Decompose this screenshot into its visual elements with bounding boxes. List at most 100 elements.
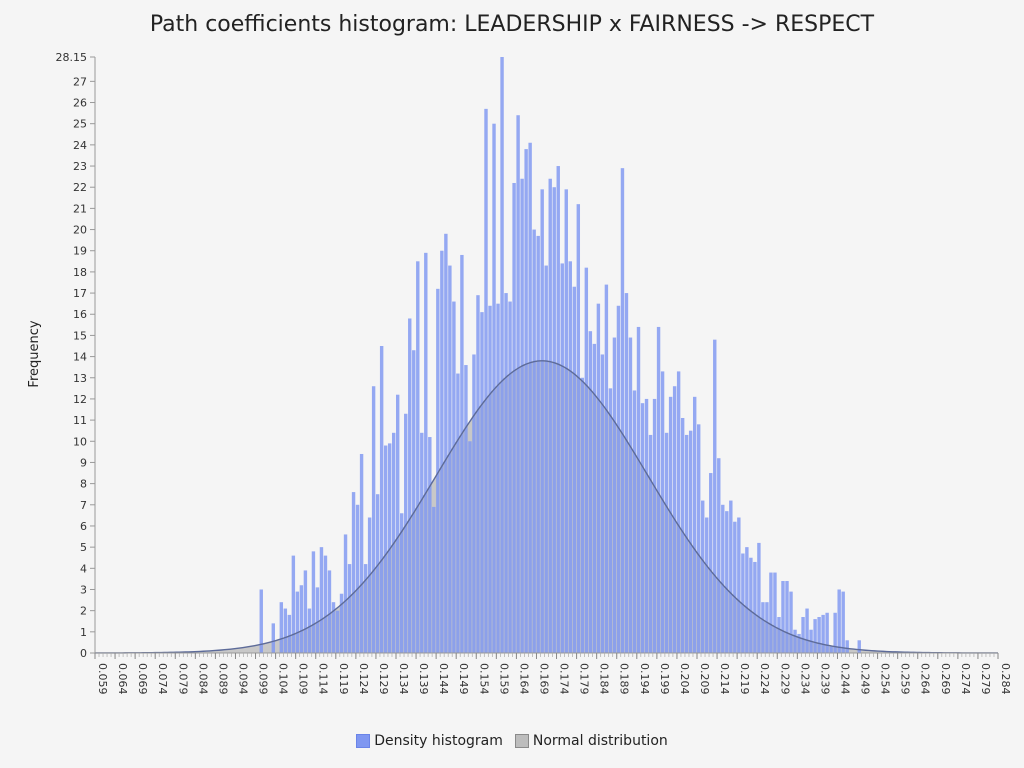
histogram-bar[interactable]: [287, 614, 292, 653]
histogram-bar[interactable]: [295, 591, 300, 653]
histogram-bar[interactable]: [660, 371, 665, 653]
histogram-bar[interactable]: [761, 602, 765, 653]
histogram-bar[interactable]: [737, 517, 741, 654]
histogram-bar[interactable]: [676, 371, 681, 653]
histogram-bar[interactable]: [568, 261, 572, 653]
histogram-bar[interactable]: [480, 312, 484, 653]
histogram-bar[interactable]: [733, 521, 737, 653]
histogram-bar[interactable]: [785, 581, 789, 653]
histogram-bar[interactable]: [588, 331, 593, 653]
histogram-bar[interactable]: [721, 504, 725, 653]
histogram-bar[interactable]: [857, 640, 861, 653]
histogram-bar[interactable]: [416, 261, 420, 653]
histogram-bar[interactable]: [508, 301, 512, 653]
histogram-bar[interactable]: [564, 189, 568, 653]
histogram-bar[interactable]: [504, 293, 508, 653]
legend-item-density[interactable]: Density histogram: [356, 733, 503, 749]
histogram-bar[interactable]: [668, 396, 673, 653]
histogram-bar[interactable]: [821, 614, 825, 653]
histogram-bar[interactable]: [652, 398, 657, 653]
histogram-bar[interactable]: [684, 434, 689, 653]
histogram-bar[interactable]: [331, 602, 336, 653]
histogram-bar[interactable]: [656, 326, 661, 653]
histogram-bar[interactable]: [765, 602, 769, 653]
histogram-bar[interactable]: [680, 417, 685, 653]
histogram-bar[interactable]: [644, 398, 649, 653]
histogram-bar[interactable]: [476, 295, 480, 653]
histogram-bar[interactable]: [315, 587, 320, 653]
histogram-bar[interactable]: [632, 390, 637, 653]
histogram-bar[interactable]: [753, 561, 757, 653]
histogram-bar[interactable]: [311, 551, 316, 653]
histogram-bar[interactable]: [367, 517, 372, 654]
histogram-bar[interactable]: [307, 608, 312, 653]
histogram-bar[interactable]: [524, 149, 528, 653]
histogram-bar[interactable]: [303, 570, 308, 653]
histogram-bar[interactable]: [540, 189, 544, 653]
histogram-bar[interactable]: [544, 265, 548, 653]
histogram-bar[interactable]: [741, 553, 745, 653]
histogram-bar[interactable]: [339, 593, 344, 653]
histogram-bar[interactable]: [436, 288, 440, 653]
histogram-bar[interactable]: [472, 354, 476, 653]
histogram-bar[interactable]: [628, 337, 633, 653]
histogram-bar[interactable]: [520, 178, 524, 654]
histogram-bar[interactable]: [801, 617, 805, 653]
histogram-bar[interactable]: [580, 377, 585, 653]
histogram-bar[interactable]: [837, 589, 841, 653]
histogram-bar[interactable]: [556, 166, 560, 654]
histogram-bar[interactable]: [664, 432, 669, 653]
histogram-bar[interactable]: [757, 542, 761, 653]
histogram-bar[interactable]: [460, 254, 464, 653]
histogram-bar[interactable]: [612, 337, 617, 653]
histogram-bar[interactable]: [412, 350, 416, 653]
histogram-bar[interactable]: [745, 547, 749, 653]
histogram-bar[interactable]: [500, 57, 504, 653]
histogram-bar[interactable]: [701, 500, 705, 653]
histogram-bar[interactable]: [584, 267, 589, 653]
histogram-bar[interactable]: [359, 453, 364, 653]
histogram-bar[interactable]: [781, 581, 785, 653]
histogram-bar[interactable]: [600, 354, 605, 653]
histogram-bar[interactable]: [620, 168, 625, 653]
histogram-bar[interactable]: [729, 500, 733, 653]
histogram-bar[interactable]: [319, 547, 324, 653]
histogram-bar[interactable]: [488, 305, 492, 653]
histogram-bar[interactable]: [464, 365, 468, 653]
histogram-bar[interactable]: [335, 610, 340, 653]
histogram-bar[interactable]: [773, 572, 777, 653]
histogram-bar[interactable]: [327, 570, 332, 653]
histogram-bar[interactable]: [705, 517, 709, 654]
histogram-bar[interactable]: [259, 589, 263, 653]
histogram-bar[interactable]: [709, 473, 713, 653]
histogram-bar[interactable]: [688, 430, 693, 653]
histogram-bar[interactable]: [404, 413, 408, 653]
histogram-bar[interactable]: [825, 612, 829, 653]
histogram-bar[interactable]: [604, 284, 609, 653]
histogram-bar[interactable]: [371, 386, 376, 653]
histogram-bar[interactable]: [552, 187, 556, 653]
histogram-bar[interactable]: [400, 513, 404, 653]
histogram-bar[interactable]: [291, 555, 296, 653]
histogram-bar[interactable]: [383, 445, 388, 653]
histogram-bar[interactable]: [769, 572, 773, 653]
histogram-bar[interactable]: [444, 233, 448, 654]
histogram-bar[interactable]: [496, 303, 500, 653]
histogram-bar[interactable]: [323, 555, 328, 653]
histogram-bar[interactable]: [448, 265, 452, 653]
histogram-bar[interactable]: [640, 403, 645, 653]
histogram-bar[interactable]: [271, 623, 275, 653]
histogram-bar[interactable]: [777, 617, 781, 653]
histogram-bar[interactable]: [793, 629, 797, 653]
histogram-bar[interactable]: [817, 617, 821, 653]
histogram-bar[interactable]: [528, 142, 532, 653]
histogram-bar[interactable]: [424, 252, 428, 653]
histogram-bar[interactable]: [813, 619, 817, 653]
legend-item-normal[interactable]: Normal distribution: [514, 733, 668, 749]
histogram-bar[interactable]: [428, 437, 432, 653]
histogram-bar[interactable]: [536, 235, 540, 653]
histogram-bar[interactable]: [833, 612, 837, 653]
histogram-bar[interactable]: [363, 564, 368, 653]
histogram-bar[interactable]: [379, 346, 384, 653]
histogram-bar[interactable]: [456, 373, 460, 653]
